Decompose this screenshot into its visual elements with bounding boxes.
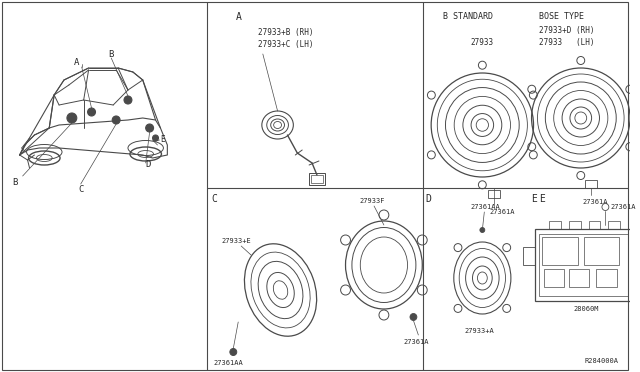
Text: 27933+C (LH): 27933+C (LH) (258, 40, 314, 49)
Text: 27933+E: 27933+E (221, 238, 252, 244)
Text: 27361A: 27361A (611, 204, 636, 210)
Bar (585, 180, 596, 188)
Bar (589, 221, 600, 229)
Text: D: D (425, 194, 431, 204)
Text: D: D (146, 160, 151, 169)
Bar (549, 221, 561, 229)
Circle shape (146, 124, 154, 132)
Text: C: C (78, 185, 83, 194)
Text: BOSE TYPE: BOSE TYPE (540, 12, 584, 21)
Text: E: E (540, 194, 545, 204)
Bar (596, 269, 617, 287)
Bar (534, 229, 633, 301)
Text: 27361A: 27361A (404, 339, 429, 345)
Text: R284000A: R284000A (584, 358, 618, 364)
Text: C: C (212, 194, 218, 204)
Circle shape (152, 135, 159, 141)
Bar (311, 175, 323, 183)
Bar (545, 269, 564, 287)
Text: B: B (109, 50, 114, 59)
Bar (569, 269, 589, 287)
Text: 27933: 27933 (471, 38, 494, 47)
Text: 28060M: 28060M (574, 306, 600, 312)
Bar (584, 237, 619, 265)
Bar (633, 247, 640, 265)
Bar (309, 173, 325, 185)
Text: 27361A: 27361A (583, 199, 608, 205)
Circle shape (112, 116, 120, 124)
Text: E: E (532, 194, 538, 204)
Text: 27933+D (RH): 27933+D (RH) (540, 26, 595, 35)
Bar (488, 190, 500, 198)
Circle shape (480, 228, 485, 232)
Text: 27361AA: 27361AA (470, 204, 500, 210)
Text: 27933+B (RH): 27933+B (RH) (258, 28, 314, 37)
Text: 27361AA: 27361AA (214, 360, 243, 366)
Circle shape (124, 96, 132, 104)
Bar (542, 237, 578, 265)
Text: 27361A: 27361A (489, 209, 515, 215)
Circle shape (88, 108, 95, 116)
Bar (540, 234, 628, 296)
Text: A: A (236, 12, 242, 22)
Circle shape (230, 349, 237, 356)
Text: A: A (74, 58, 79, 67)
Text: 27933   (LH): 27933 (LH) (540, 38, 595, 47)
Circle shape (410, 314, 417, 321)
Text: 27933F: 27933F (359, 198, 385, 204)
Text: B STANDARD: B STANDARD (443, 12, 493, 21)
Circle shape (67, 113, 77, 123)
Text: E: E (161, 135, 165, 144)
Bar (609, 221, 620, 229)
Bar (523, 247, 534, 265)
Bar (569, 221, 580, 229)
Text: B: B (12, 178, 17, 187)
Text: 27933+A: 27933+A (465, 328, 494, 334)
